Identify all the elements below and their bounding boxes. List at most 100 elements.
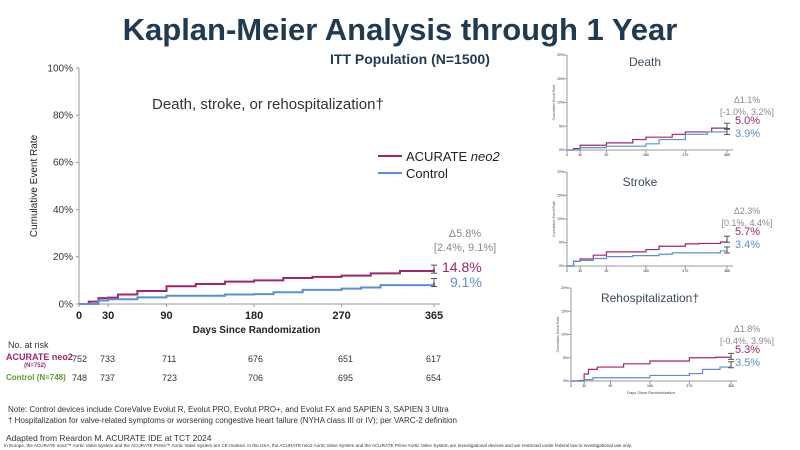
risk-value: 737 (100, 373, 116, 383)
end-value-label-neo2: 14.8% (442, 259, 482, 275)
delta-label: Δ1.8% (734, 324, 761, 334)
y-tick-label: 15% (561, 309, 568, 313)
legend-label: ACURATE neo2 (406, 149, 500, 164)
chart-annotation: Death, stroke, or rehospitalization† (152, 96, 384, 113)
y-tick-label: 10% (561, 333, 568, 337)
legend-label-text: ACURATE (406, 149, 471, 164)
x-tick-label: 0 (566, 153, 568, 157)
y-tick-label: 0% (563, 379, 568, 383)
end-value-label-neo2: 5.7% (735, 226, 760, 238)
y-tick-label: 20% (561, 286, 568, 290)
population-subtitle: ITT Population (N=1500) (330, 51, 490, 67)
risk-row-n-neo2: (N=752) (24, 363, 46, 369)
y-tick-label: 20% (53, 252, 73, 263)
error-bar (431, 278, 437, 288)
end-value-label-control: 3.9% (735, 128, 760, 140)
risk-value: 723 (162, 373, 178, 383)
x-axis-label: Days Since Randomization (193, 325, 321, 336)
km-curve-control (571, 364, 732, 382)
error-bar (728, 361, 734, 369)
risk-value: 617 (426, 354, 442, 364)
footnote-rehospitalization: † Hospitalization for valve-related symp… (8, 416, 457, 425)
y-tick-label: 5% (559, 241, 564, 245)
source-citation: Adapted from Reardon M. ACURATE IDE at T… (6, 433, 212, 443)
footnote-control-devices: Note: Control devices include CoreValve … (8, 405, 449, 414)
km-curve-neo2 (567, 126, 728, 151)
km-chart-rehospitalization: 0% 5% 10% 15% 20% 0 30 90 180 270 365 Cumulative Ev… (556, 286, 774, 395)
y-axis-label: Cumulative Event Rate (556, 317, 560, 353)
end-value-label-control: 3.4% (735, 239, 760, 251)
y-axis-label: Cumulative Event Rate (552, 201, 556, 237)
x-tick-label: 90 (604, 153, 608, 157)
ci-label: [2.4%, 9.1%] (434, 242, 496, 254)
risk-value: 752 (72, 354, 88, 364)
risk-value: 695 (338, 373, 354, 383)
x-tick-label: 90 (160, 310, 172, 322)
ci-label: [-1.0%, 3.2%] (720, 107, 774, 117)
km-chart-death: 0% 5% 10% 15% 20% 0 30 90 180 270 365 Cumulative Ev… (552, 53, 774, 157)
y-axis-label: Cumulative Event Rate (29, 134, 40, 237)
x-tick-label: 0 (570, 384, 572, 388)
km-curve-control (567, 131, 728, 151)
x-tick-label: 365 (425, 310, 443, 322)
end-value-label-neo2: 5.3% (735, 344, 760, 356)
y-tick-label: 10% (557, 101, 564, 105)
x-tick-label: 180 (643, 269, 649, 273)
end-value-label-control: 9.1% (450, 274, 482, 290)
slide-title: Kaplan-Meier Analysis through 1 Year (122, 12, 678, 47)
x-axis-label: Days Since Randomization (627, 390, 675, 395)
error-bar (728, 352, 734, 360)
delta-label: Δ5.8% (449, 228, 482, 240)
ci-label: [-0.4%, 3.9%] (720, 336, 774, 346)
error-bar (431, 264, 437, 274)
x-tick-label: 270 (682, 269, 688, 273)
y-tick-label: 0% (559, 148, 564, 152)
y-axis-label: Cumulative Event Rate (552, 85, 556, 121)
x-tick-label: 180 (245, 310, 263, 322)
error-bar (724, 235, 730, 243)
regulatory-disclaimer: In Europe, the ACURATE neo2™ Aortic Valv… (4, 443, 633, 448)
x-tick-label: 30 (582, 384, 586, 388)
x-tick-label: 270 (332, 310, 350, 322)
x-tick-label: 270 (682, 153, 688, 157)
x-tick-label: 30 (578, 153, 582, 157)
y-tick-label: 15% (557, 77, 564, 81)
y-tick-label: 40% (53, 205, 73, 216)
end-value-label-control: 3.5% (735, 357, 760, 369)
x-tick-label: 0 (566, 269, 568, 273)
x-tick-label: 90 (608, 384, 612, 388)
y-tick-label: 100% (47, 63, 73, 74)
risk-value: 676 (248, 354, 264, 364)
delta-label: Δ2.3% (734, 206, 761, 216)
x-tick-label: 0 (76, 310, 82, 322)
chart-title: Stroke (623, 175, 658, 189)
y-tick-label: 20% (557, 170, 564, 174)
x-tick-label: 270 (686, 384, 692, 388)
x-tick-label: 180 (647, 384, 653, 388)
y-tick-label: 10% (557, 217, 564, 221)
error-bar (724, 127, 730, 135)
risk-value: 748 (72, 373, 88, 383)
y-tick-label: 5% (559, 124, 564, 128)
km-curve-control (567, 250, 728, 267)
x-tick-label: 365 (728, 384, 734, 388)
chart-title: Rehospitalization† (601, 291, 699, 305)
risk-value: 733 (100, 354, 116, 364)
y-tick-label: 15% (557, 194, 564, 198)
x-tick-label: 30 (102, 310, 114, 322)
risk-table-header: No. at risk (8, 340, 49, 350)
x-tick-label: 365 (724, 269, 730, 273)
y-tick-label: 60% (53, 158, 73, 169)
ci-label: [0.1%, 4.4%] (721, 218, 772, 228)
risk-value: 711 (162, 354, 177, 364)
risk-value: 654 (426, 373, 442, 383)
end-value-label-neo2: 5.0% (735, 115, 760, 127)
delta-label: Δ1.1% (734, 95, 761, 105)
chart-title: Death (629, 55, 661, 69)
y-tick-label: 5% (563, 356, 568, 360)
x-tick-label: 180 (643, 153, 649, 157)
x-tick-label: 90 (604, 269, 608, 273)
km-curve-neo2 (79, 269, 435, 305)
risk-row-label-control: Control (N=748) (6, 373, 66, 382)
